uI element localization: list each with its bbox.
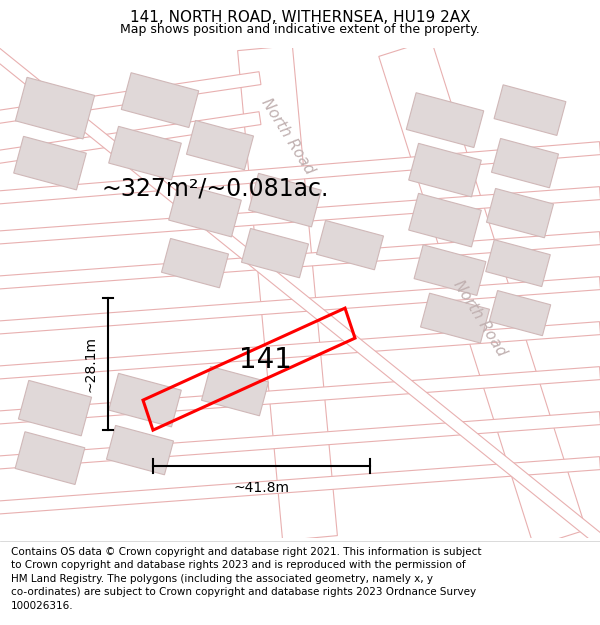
Polygon shape [0,112,261,164]
Polygon shape [0,277,600,334]
Polygon shape [494,85,566,136]
Text: 141, NORTH ROAD, WITHERNSEA, HU19 2AX: 141, NORTH ROAD, WITHERNSEA, HU19 2AX [130,11,470,26]
Polygon shape [0,187,600,244]
Polygon shape [0,142,600,204]
Polygon shape [0,457,600,514]
Polygon shape [491,139,559,188]
Polygon shape [16,78,95,139]
Polygon shape [0,322,600,379]
Polygon shape [169,183,241,237]
Polygon shape [421,293,490,343]
Polygon shape [248,173,322,227]
Polygon shape [0,44,600,553]
Polygon shape [161,239,229,288]
Polygon shape [379,40,586,546]
Polygon shape [489,291,551,336]
Polygon shape [241,229,308,278]
Text: ~327m²/~0.081ac.: ~327m²/~0.081ac. [101,176,329,200]
Polygon shape [486,239,550,287]
Polygon shape [487,189,554,238]
Text: ~41.8m: ~41.8m [233,481,290,495]
Polygon shape [316,221,383,270]
Polygon shape [14,136,86,190]
Polygon shape [409,193,481,247]
Text: ~28.1m: ~28.1m [83,336,97,392]
Polygon shape [109,126,181,180]
Text: Contains OS data © Crown copyright and database right 2021. This information is : Contains OS data © Crown copyright and d… [11,546,481,611]
Polygon shape [15,432,85,484]
Polygon shape [121,72,199,127]
Polygon shape [19,381,92,436]
Polygon shape [0,72,261,124]
Polygon shape [202,366,269,416]
Polygon shape [414,245,486,296]
Polygon shape [0,367,600,424]
Polygon shape [406,92,484,148]
Polygon shape [238,46,337,541]
Text: North Road: North Road [259,96,317,177]
Text: Map shows position and indicative extent of the property.: Map shows position and indicative extent… [120,22,480,36]
Polygon shape [409,143,481,197]
Polygon shape [187,121,254,170]
Polygon shape [0,232,600,289]
Text: North Road: North Road [451,278,509,359]
Polygon shape [109,373,181,427]
Text: 141: 141 [239,346,292,374]
Polygon shape [106,426,173,475]
Polygon shape [0,412,600,469]
